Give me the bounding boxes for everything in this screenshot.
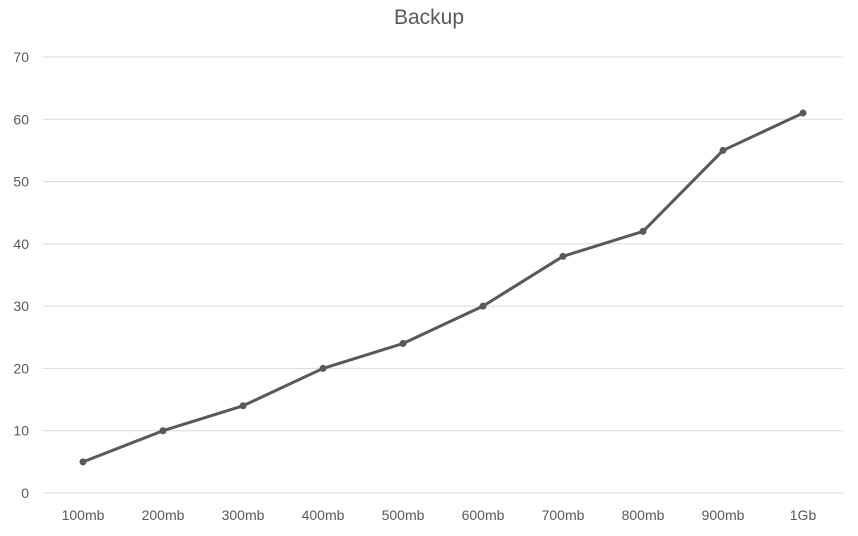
series-line-0 [81,111,805,464]
x-tick-label-1Gb: 1Gb [790,507,817,523]
x-tick-label-300mb: 300mb [222,507,265,523]
y-tick-label-70: 70 [13,49,29,65]
x-tick-label-900mb: 900mb [702,507,745,523]
y-tick-label-60: 60 [13,111,29,127]
chart-title: Backup [393,6,465,29]
data-point-200mb [159,427,167,435]
data-point-800mb [639,227,647,235]
data-point-700mb [559,252,567,260]
y-tick-label-20: 20 [13,360,29,376]
data-point-1Gb [799,109,807,117]
x-tick-label-400mb: 400mb [302,507,345,523]
x-axis-ticks: 100mb 200mb 300mb 400mb 500mb 600mb 700mb 800mb… [62,507,817,523]
y-tick-label-40: 40 [13,236,29,252]
x-tick-label-600mb: 600mb [462,507,505,523]
data-point-400mb [319,364,327,372]
x-tick-label-200mb: 200mb [142,507,185,523]
y-tick-label-30: 30 [13,298,29,314]
y-tick-label-0: 0 [21,485,29,501]
data-point-100mb [79,458,87,466]
x-tick-label-700mb: 700mb [542,507,585,523]
y-tick-label-10: 10 [13,423,29,439]
data-point-500mb [399,340,407,348]
gridlines [43,56,843,494]
series-layer [79,109,807,466]
x-tick-label-500mb: 500mb [382,507,425,523]
y-axis-ticks: 0 10 20 30 40 50 60 70 [13,49,29,501]
y-tick-label-50: 50 [13,174,29,190]
data-point-600mb [479,302,487,310]
data-point-300mb [239,402,247,410]
x-tick-label-800mb: 800mb [622,507,665,523]
x-tick-label-100mb: 100mb [62,507,105,523]
data-point-900mb [719,146,727,154]
